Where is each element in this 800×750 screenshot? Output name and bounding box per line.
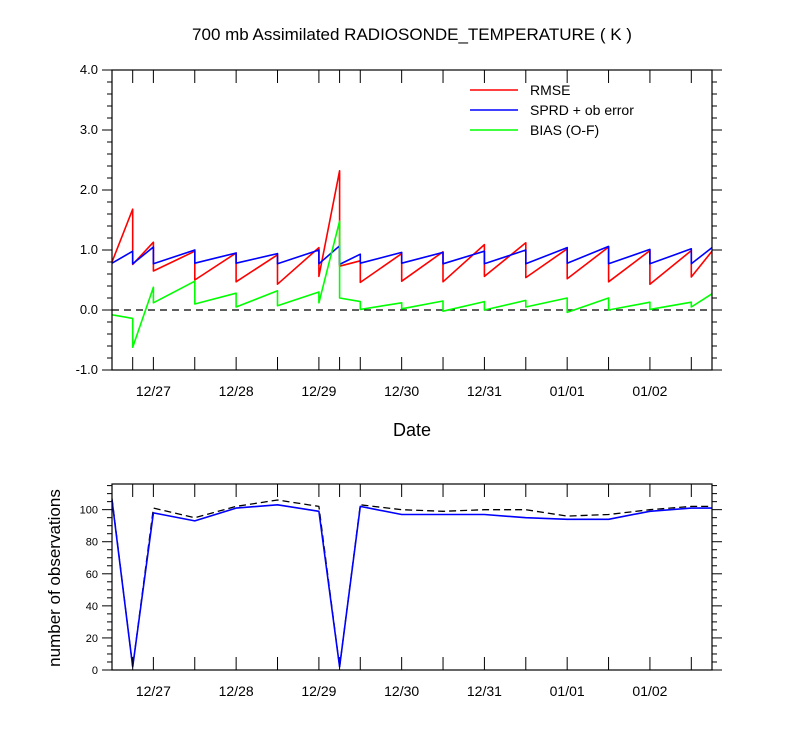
plot-frame xyxy=(111,483,713,671)
series-line-total-observations xyxy=(111,498,712,668)
y-tick-label: 3.0 xyxy=(80,122,98,137)
x-tick-label: 12/28 xyxy=(219,383,254,399)
x-tick-label: 12/28 xyxy=(219,683,254,699)
x-tick-label: 12/31 xyxy=(467,383,502,399)
y-tick-label: 1.0 xyxy=(80,242,98,257)
y-tick-label: 4.0 xyxy=(80,62,98,77)
x-tick-label: 12/29 xyxy=(301,383,336,399)
x-tick-label: 12/29 xyxy=(301,683,336,699)
x-tick-label: 12/30 xyxy=(384,383,419,399)
y-tick-label: 100 xyxy=(80,505,98,517)
x-tick-label: 12/30 xyxy=(384,683,419,699)
legend-label: SPRD + ob error xyxy=(530,102,634,118)
x-tick-label: 01/02 xyxy=(632,383,667,399)
top-chart-title: 700 mb Assimilated RADIOSONDE_TEMPERATUR… xyxy=(192,25,632,44)
series-line-bias-o-f xyxy=(111,220,713,349)
series-line-sprd-ob-error xyxy=(111,245,713,266)
x-tick-label: 01/01 xyxy=(550,383,585,399)
y-tick-label: 20 xyxy=(86,633,98,645)
legend-label: BIAS (O-F) xyxy=(530,122,599,138)
series-line-assimilated-observations xyxy=(111,499,712,668)
series-line-rmse xyxy=(111,170,713,286)
legend: RMSE SPRD + ob error BIAS (O-F) xyxy=(470,82,634,138)
y-tick-label: 80 xyxy=(86,537,98,549)
bottom-chart-y-axis-label: number of observations xyxy=(45,489,64,667)
y-tick-label: -1.0 xyxy=(76,362,98,377)
x-tick-label: 01/01 xyxy=(550,683,585,699)
legend-label: RMSE xyxy=(530,82,570,98)
x-tick-label: 12/31 xyxy=(467,683,502,699)
top-chart-x-axis-label: Date xyxy=(393,420,431,440)
top-chart-panel: -1.0 0.0 1.0 2.0 3.0 4.0 12/27 12/28 12/29 12/30 1… xyxy=(76,62,722,399)
x-tick-label: 12/27 xyxy=(136,383,171,399)
y-tick-label: 0 xyxy=(92,665,98,677)
bottom-chart-panel: 0 20 40 60 80 100 12/27 12/28 12/29 12/30 12/31 01/… xyxy=(80,483,722,699)
y-tick-label: 60 xyxy=(86,569,98,581)
x-tick-label: 01/02 xyxy=(632,683,667,699)
x-tick-label: 12/27 xyxy=(136,683,171,699)
y-tick-label: 2.0 xyxy=(80,182,98,197)
y-tick-label: 40 xyxy=(86,601,98,613)
y-tick-label: 0.0 xyxy=(80,302,98,317)
plot-frame xyxy=(111,69,713,371)
